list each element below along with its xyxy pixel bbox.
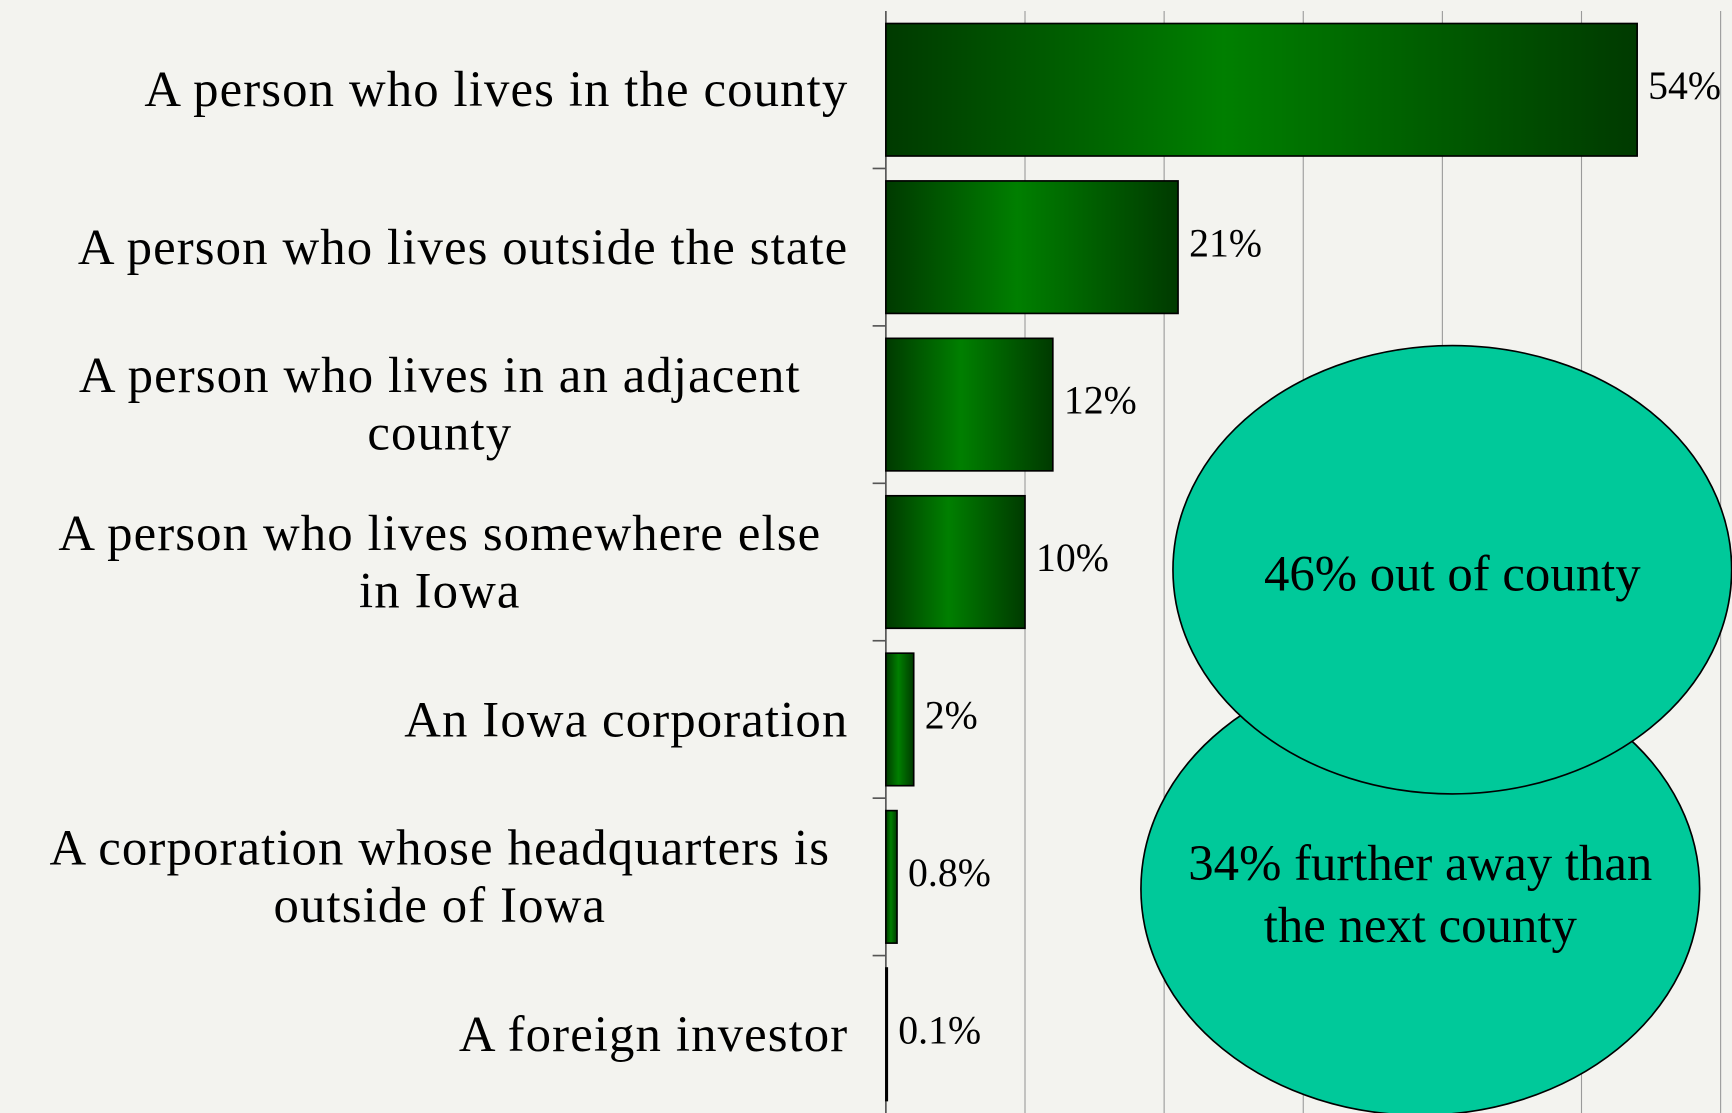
annotation-wrap: 46% out of county <box>1182 486 1723 663</box>
y-tick-label-wrap: A foreign investor <box>0 956 848 1113</box>
y-tick-label: A corporation whose headquarters is outs… <box>49 819 831 934</box>
y-tick-label: A person who lives outside the state <box>77 218 849 275</box>
y-tick-label-box: A corporation whose headquarters is outs… <box>0 798 848 955</box>
data-label: 21% <box>1189 221 1262 265</box>
y-tick-label-wrap: An Iowa corporation <box>0 641 848 798</box>
y-tick-label-box: A foreign investor <box>0 956 848 1113</box>
bar <box>885 652 915 787</box>
data-label: 10% <box>1036 536 1109 580</box>
annotation-box: 46% out of county <box>1182 486 1723 663</box>
y-tick-label: An Iowa corporation <box>404 690 849 748</box>
y-tick-label: A person who lives in an adjacent county <box>78 347 801 461</box>
data-label: 0.1% <box>898 1008 981 1052</box>
data-label: 2% <box>925 694 978 738</box>
y-tick-label-wrap: A person who lives in an adjacent county <box>0 326 848 483</box>
annotation-box: 34% further away than the next county <box>1155 806 1685 983</box>
y-tick-label-wrap: A corporation whose headquarters is outs… <box>0 798 848 955</box>
y-tick-label-wrap: A person who lives outside the state <box>0 168 848 325</box>
bar <box>885 967 889 1102</box>
y-tick-label-box: A person who lives somewhere else in Iow… <box>0 483 848 640</box>
data-label: 54% <box>1648 64 1721 108</box>
y-tick-label-box: A person who lives outside the state <box>0 168 848 325</box>
y-tick-label-box: A person who lives in the county <box>0 11 848 168</box>
annotation: 46% out of county <box>1263 545 1641 602</box>
bar <box>885 494 1026 630</box>
y-tick-label: A person who lives somewhere else in Iow… <box>58 504 822 619</box>
data-label: 12% <box>1064 379 1137 423</box>
bar <box>885 809 898 944</box>
y-tick-label-box: A person who lives in an adjacent county <box>0 326 848 483</box>
y-tick-label-box: An Iowa corporation <box>0 641 848 798</box>
bar <box>885 337 1054 472</box>
y-tick-label: A foreign investor <box>458 1005 849 1062</box>
y-tick-label-wrap: A person who lives in the county <box>0 11 848 168</box>
y-tick-label-wrap: A person who lives somewhere else in Iow… <box>0 483 848 640</box>
annotation: 34% further away than the next county <box>1188 834 1653 953</box>
data-label: 0.8% <box>908 851 991 895</box>
y-tick-label: A person who lives in the county <box>144 61 849 118</box>
bar <box>885 22 1638 157</box>
annotation-wrap: 34% further away than the next county <box>1155 806 1685 983</box>
bar <box>885 180 1179 315</box>
